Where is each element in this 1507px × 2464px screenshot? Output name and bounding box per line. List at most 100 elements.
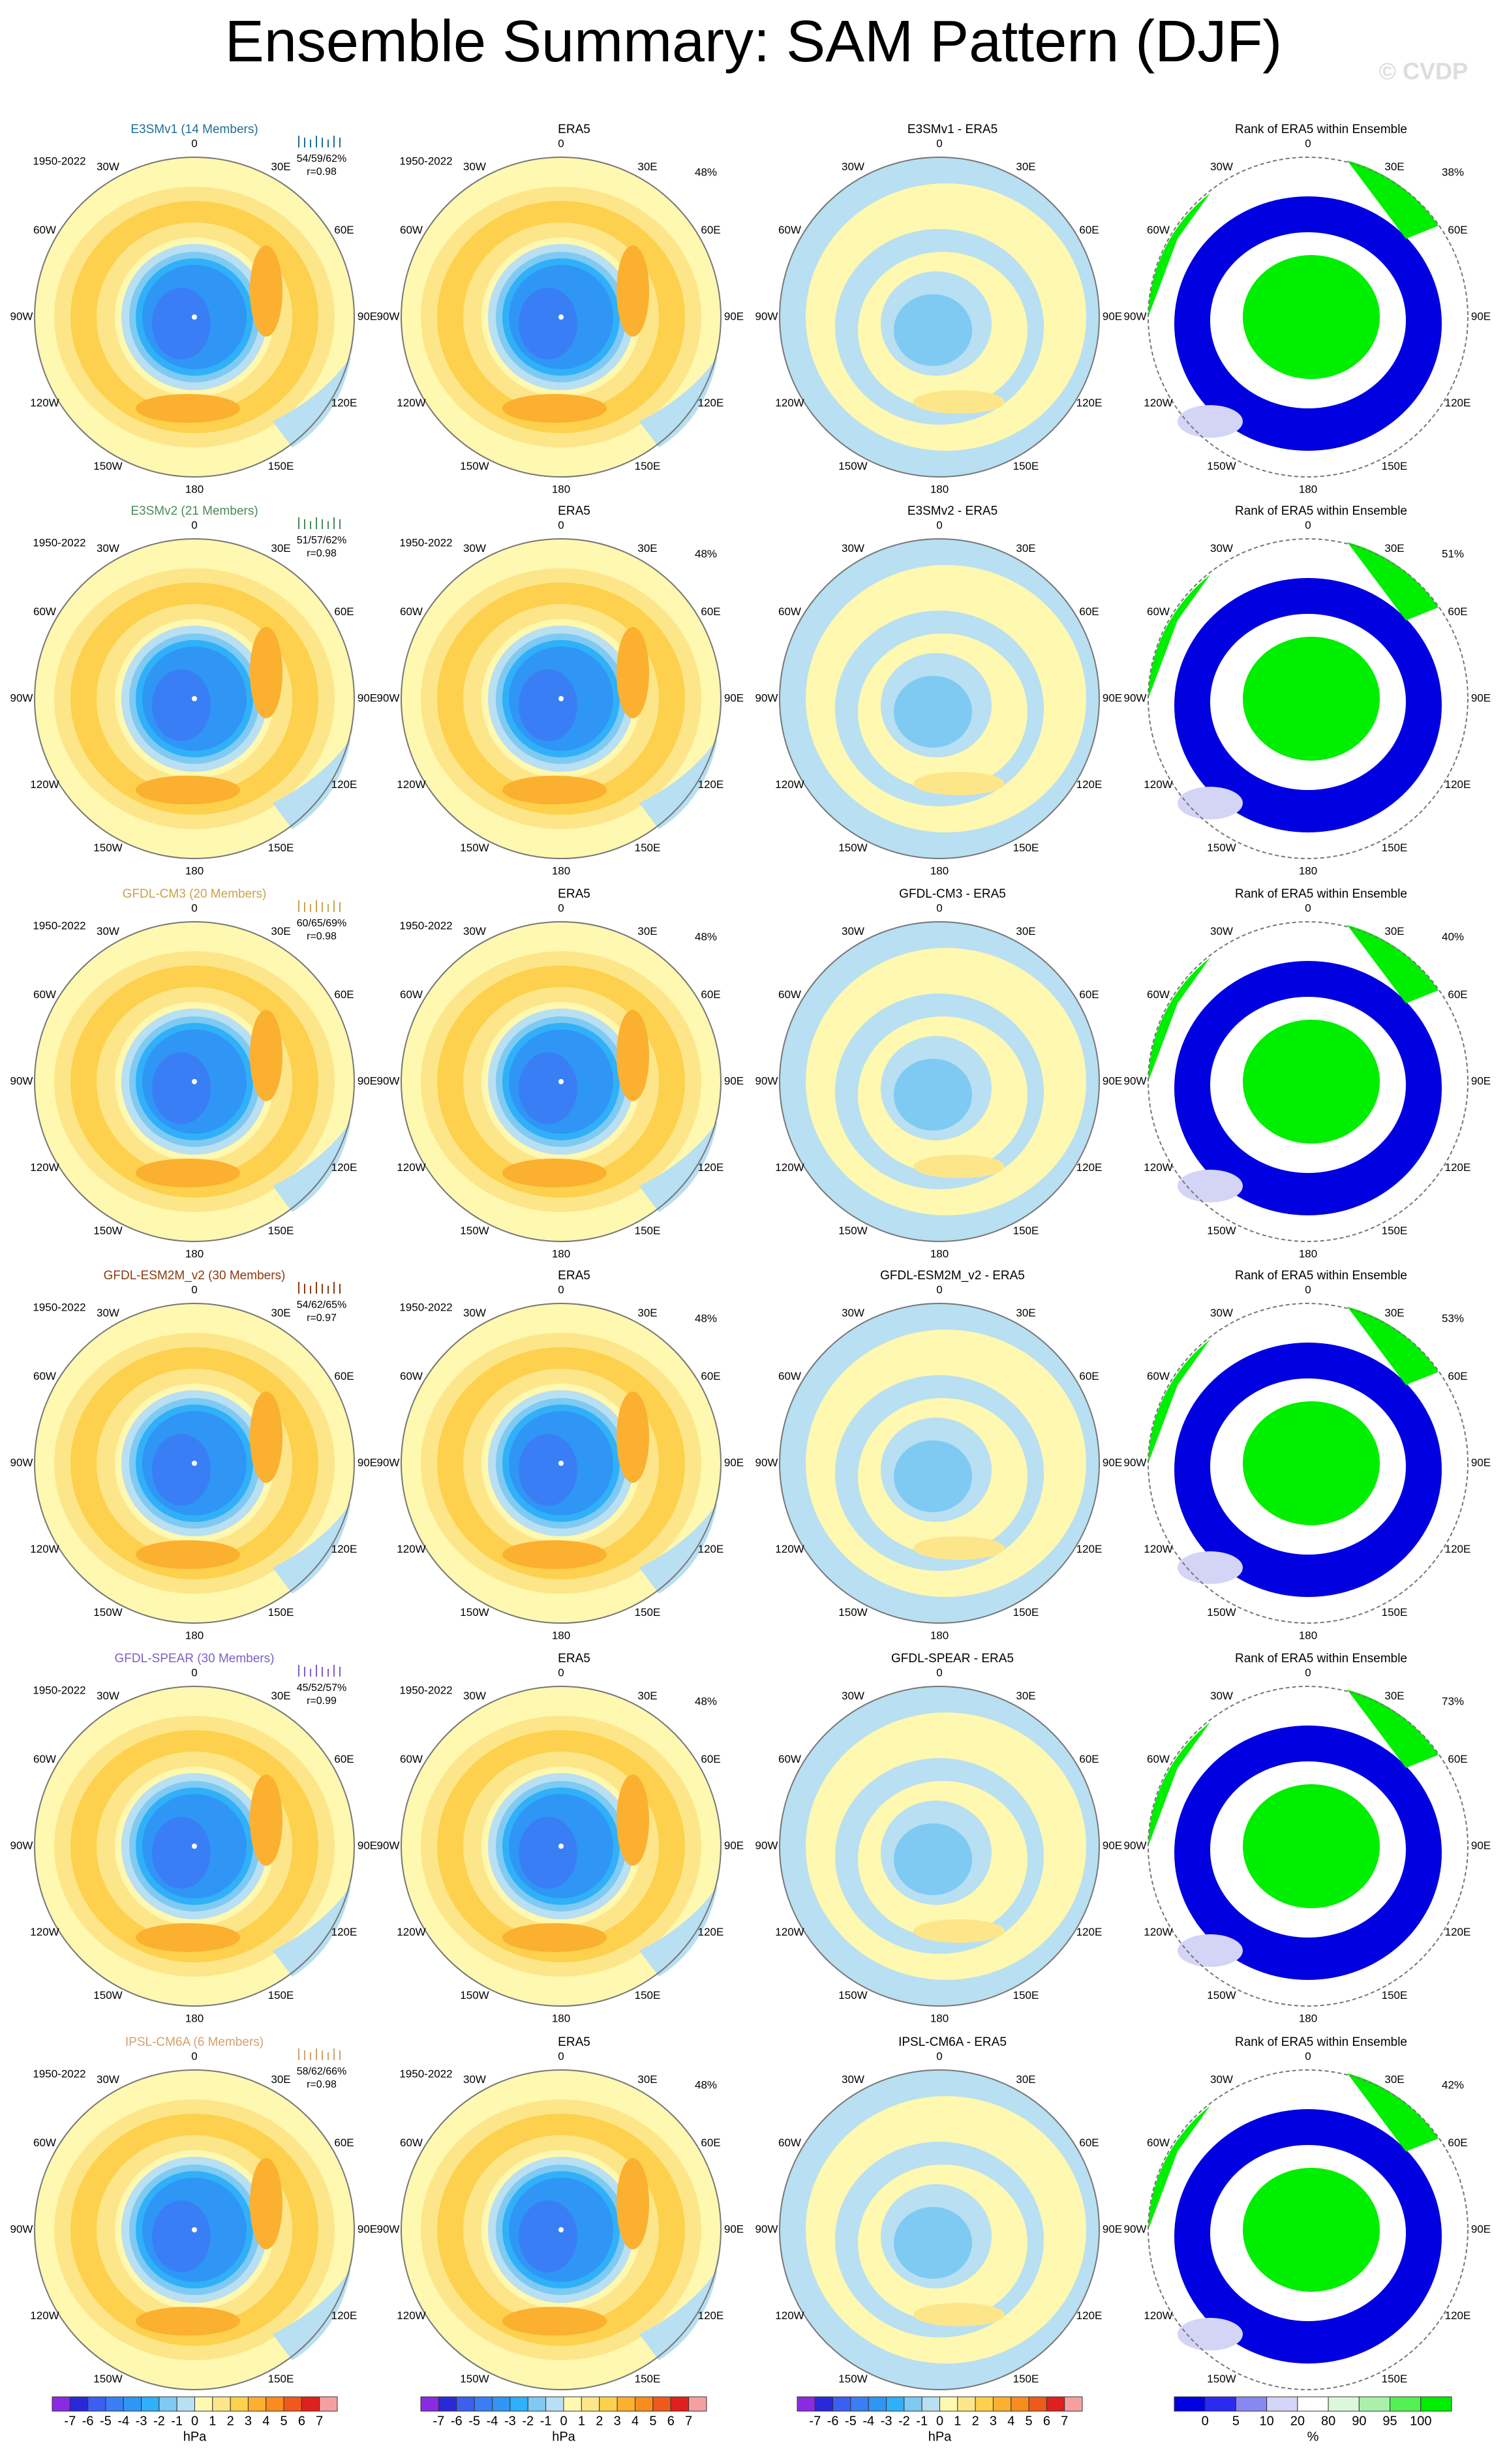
colorbar-box <box>1358 2396 1391 2412</box>
longitude-label: 120E <box>1445 778 1471 791</box>
colorbar-box <box>850 2396 869 2412</box>
longitude-label: 60E <box>701 605 720 618</box>
panel-title: GFDL-CM3 (20 Members) <box>123 887 267 901</box>
colorbar-label: -4 <box>117 2414 129 2428</box>
colorbar-label: -7 <box>433 2414 444 2428</box>
longitude-label: 0 <box>936 2050 942 2062</box>
longitude-label: 90W <box>377 310 400 322</box>
longitude-label: 60W <box>1147 605 1170 618</box>
longitude-label: 120W <box>397 1543 425 1555</box>
panel-title: GFDL-ESM2M_v2 - ERA5 <box>880 1269 1025 1283</box>
pattern-stats: 60/65/69% <box>297 918 347 929</box>
longitude-label: 30E <box>1384 160 1404 173</box>
longitude-label: 120E <box>1445 1926 1471 1938</box>
colorbar-box <box>832 2396 851 2412</box>
colorbar-unit: hPa <box>928 2429 952 2444</box>
colorbar-label: 4 <box>262 2414 269 2428</box>
longitude-label: 150E <box>635 1989 661 2001</box>
longitude-label: 60E <box>1079 605 1099 618</box>
colorbar-box <box>474 2396 493 2412</box>
longitude-label: 180 <box>930 1247 949 1260</box>
longitude-label: 120W <box>1144 397 1172 409</box>
colorbar-box <box>975 2396 994 2412</box>
colorbar-label: -1 <box>540 2414 552 2428</box>
colorbar-label: 4 <box>632 2414 639 2428</box>
longitude-label: 30E <box>1016 1307 1035 1319</box>
longitude-label: 120E <box>1445 1161 1471 1174</box>
panel-title: ERA5 <box>558 2035 590 2049</box>
pattern-stats: 54/59/62% <box>297 153 347 164</box>
colorbar-label: -4 <box>487 2414 498 2428</box>
panel-title: Rank of ERA5 within Ensemble <box>1235 1269 1407 1283</box>
colorbar-label: -6 <box>451 2414 463 2428</box>
longitude-label: 90W <box>377 1839 400 1851</box>
colorbar-label: -1 <box>916 2414 928 2428</box>
longitude-label: 150W <box>1207 2373 1236 2385</box>
longitude-label: 60W <box>1147 1370 1170 1382</box>
longitude-label: 90W <box>10 1074 33 1087</box>
colorbar-label: 10 <box>1260 2414 1274 2428</box>
longitude-label: 150E <box>268 1224 294 1237</box>
panel-title: IPSL-CM6A - ERA5 <box>898 2035 1007 2049</box>
colorbar-label: -5 <box>468 2414 480 2428</box>
longitude-label: 30E <box>1384 1690 1404 1702</box>
longitude-label: 90E <box>358 692 377 704</box>
longitude-label: 120W <box>30 2309 59 2322</box>
colorbar-label: 5 <box>281 2414 288 2428</box>
longitude-label: 30E <box>637 925 657 937</box>
colorbar-label: -4 <box>862 2414 874 2428</box>
longitude-label: 0 <box>191 137 197 149</box>
longitude-label: 60W <box>33 988 56 1001</box>
polar-map <box>779 1303 1100 1624</box>
colorbar-box <box>1297 2396 1329 2412</box>
pattern-stats: 45/52/57% <box>297 1682 347 1694</box>
longitude-label: 150E <box>268 1606 294 1619</box>
longitude-label: 90W <box>10 310 33 322</box>
colorbar-label: 80 <box>1321 2414 1335 2428</box>
longitude-label: 60W <box>33 605 56 618</box>
longitude-label: 90E <box>1471 692 1491 704</box>
longitude-label: 120W <box>30 1543 59 1555</box>
colorbar-box <box>438 2396 457 2412</box>
longitude-label: 0 <box>191 902 197 914</box>
longitude-label: 120W <box>30 778 59 791</box>
longitude-label: 60E <box>334 605 354 618</box>
longitude-label: 120E <box>698 2309 724 2322</box>
longitude-label: 150E <box>268 842 294 854</box>
colorbar-box <box>545 2396 564 2412</box>
polar-map <box>34 2069 355 2390</box>
panel-title: Rank of ERA5 within Ensemble <box>1235 123 1407 136</box>
colorbar-box <box>1235 2396 1268 2412</box>
longitude-label: 30W <box>1210 160 1233 173</box>
variance-label: 48% <box>695 2078 717 2091</box>
colorbar-label: 5 <box>1026 2414 1033 2428</box>
colorbar-label: -2 <box>153 2414 165 2428</box>
panel-title: ERA5 <box>558 504 590 518</box>
variance-label: 48% <box>695 166 717 178</box>
longitude-label: 60E <box>701 988 720 1001</box>
longitude-label: 120E <box>698 1543 724 1555</box>
longitude-label: 90W <box>1124 1074 1147 1087</box>
longitude-label: 90W <box>377 1456 400 1468</box>
longitude-label: 60E <box>1079 224 1099 236</box>
variance-label: 48% <box>695 1312 717 1324</box>
longitude-label: 90W <box>755 1074 778 1087</box>
longitude-label: 0 <box>936 519 942 531</box>
longitude-label: 60W <box>1147 224 1170 236</box>
longitude-label: 30E <box>271 925 290 937</box>
longitude-label: 60W <box>33 1753 56 1765</box>
colorbar-box <box>1064 2396 1083 2412</box>
longitude-label: 150E <box>1382 1606 1408 1619</box>
longitude-label: 150W <box>460 2373 489 2385</box>
longitude-label: 60W <box>33 1370 56 1382</box>
longitude-label: 90E <box>358 1456 377 1468</box>
longitude-label: 30W <box>97 1690 119 1702</box>
colorbar-box <box>319 2396 338 2412</box>
longitude-label: 150W <box>838 1606 867 1619</box>
colorbar-box <box>159 2396 177 2412</box>
longitude-label: 30E <box>1384 1307 1404 1319</box>
longitude-label: 30W <box>463 542 486 555</box>
longitude-label: 30W <box>1210 2073 1233 2086</box>
variance-label: 48% <box>695 930 717 943</box>
longitude-label: 150E <box>1013 460 1039 472</box>
